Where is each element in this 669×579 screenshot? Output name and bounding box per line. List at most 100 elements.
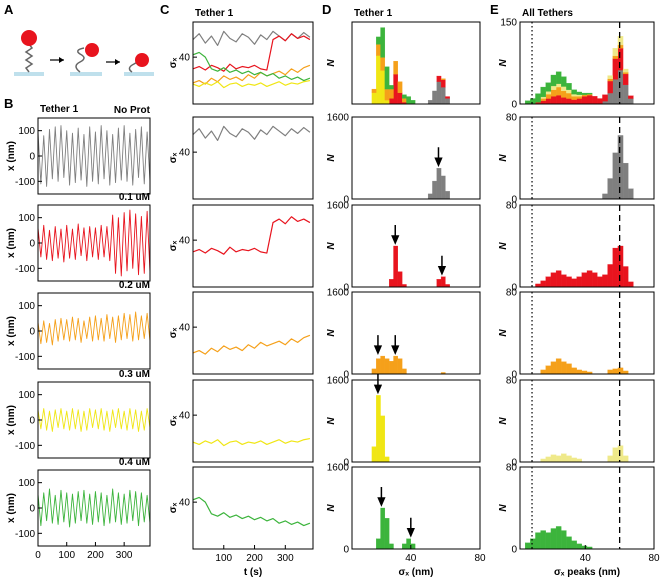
histogram-bar [617,69,624,104]
peak-arrow [377,487,386,507]
histogram-bar [566,276,572,287]
histogram-bar [586,94,593,96]
histogram-bar [566,98,572,104]
histogram-bar [540,86,546,98]
histogram-bar [545,532,552,549]
plot-area [371,395,390,462]
trace [193,30,311,47]
y-axis-label: x (nm) [6,493,17,523]
plot-area [376,507,416,549]
histogram-bar [436,279,442,287]
chart-title: Tether 1 [40,104,79,115]
plot-area [525,526,593,549]
peak-arrow [437,255,447,276]
y-tick-label: 100 [18,390,35,401]
histogram-bar [571,94,577,97]
axes-frame [37,292,151,370]
x-tick-label: 40 [405,553,417,564]
trace [38,488,150,528]
histogram-bar [555,526,562,549]
histogram-bar [576,91,582,95]
y-tick-label: 40 [179,53,191,64]
y-axis-label: N [498,504,509,512]
histogram-bar [384,518,390,549]
histogram-bar [410,543,416,549]
condition-label: 0.3 uM [119,369,150,380]
histogram-bar [607,92,613,104]
histogram-bar [371,446,377,462]
histogram-bar [380,27,386,58]
plot-area [427,168,450,199]
trace [193,496,311,527]
histogram-bar [571,278,577,287]
histogram-bar [612,247,619,287]
histogram-bar [550,272,557,287]
histogram-bar [628,188,634,199]
histogram-bar [402,543,407,549]
y-tick-label: 40 [179,323,191,334]
peak-arrow [434,147,443,168]
histogram-bar [607,264,613,287]
histogram-bar [571,89,577,95]
x-axis-label: σₓ peaks (nm) [554,567,620,578]
histogram-bar [597,276,603,287]
trace [193,437,311,447]
histogram-bar [432,90,437,104]
y-axis-label: N [326,504,337,512]
y-tick-label: 0 [29,239,35,250]
y-axis-label: x (nm) [6,228,17,258]
histogram-bar [555,270,562,287]
histogram-bar [602,94,608,102]
histogram-bar [622,455,629,462]
y-axis-label: x (nm) [6,316,17,346]
histogram-bar [607,455,613,462]
y-axis-label: σₓ [168,57,179,68]
histogram-bar [440,175,446,199]
axes-frame [192,466,314,550]
histogram-bar [617,48,624,71]
y-tick-label: 100 [18,213,35,224]
y-tick-label: 0 [343,195,349,206]
histogram-bar [393,245,398,287]
histogram-bar [545,456,552,462]
y-axis-label: σₓ [168,240,179,251]
plot-area [193,30,311,89]
plot-area [38,408,150,432]
histogram-bar [607,178,613,199]
y-tick-label: 80 [506,113,518,124]
y-axis-label: N [498,242,509,250]
y-axis-label: σₓ [168,502,179,513]
histogram-bar [384,88,390,101]
histogram-bar [440,276,446,287]
y-tick-label: 100 [18,126,35,137]
axes-frame [351,21,481,105]
plot-area [535,245,634,287]
histogram-bar [550,74,557,87]
panel-label: D [322,2,331,17]
peak-arrow [373,335,383,355]
histogram-bar [581,96,588,104]
histogram-bar [581,92,588,95]
panel-label: E [490,2,499,17]
plot-area [540,358,629,374]
trace [193,216,311,255]
histogram-bar [576,369,582,374]
histogram-bar [389,361,394,374]
peak-arrow [373,374,383,395]
histogram-bar [389,543,394,549]
trace [193,79,311,89]
histogram-bar [576,94,582,97]
histogram-bar [389,85,394,90]
histogram-bar [555,358,562,374]
histogram-bar [622,68,629,73]
y-tick-label: 0 [29,327,35,338]
axes-frame [351,379,481,463]
histogram-bar [393,355,398,374]
histogram-bar [393,60,398,75]
y-tick-label: 40 [179,148,191,159]
histogram-bar [581,272,588,287]
axes-frame [37,469,151,547]
histogram-bar [384,100,390,104]
histogram-bar [445,284,450,287]
y-axis-label: σₓ [168,415,179,426]
